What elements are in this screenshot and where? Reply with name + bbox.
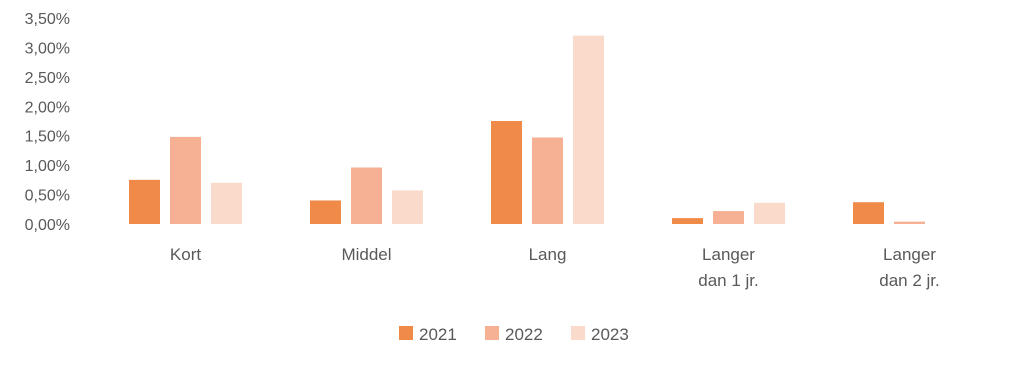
x-category-label-line: Lang bbox=[529, 245, 567, 264]
legend-swatch-2023 bbox=[571, 326, 585, 340]
legend-swatch-2021 bbox=[399, 326, 413, 340]
bar-2023-1 bbox=[392, 190, 423, 224]
bar-2023-3 bbox=[754, 202, 785, 224]
bar-2021-3 bbox=[672, 218, 703, 224]
x-category-label-line: Middel bbox=[341, 245, 391, 264]
bar-2022-1 bbox=[351, 167, 382, 224]
x-category-label: Kort bbox=[170, 245, 201, 264]
x-axis: Kort Middel Lang Langer dan 1 jr. Langer dan 2… bbox=[170, 245, 940, 290]
x-category-label: Lang bbox=[529, 245, 567, 264]
bar-2023-0 bbox=[211, 182, 242, 224]
x-category-label-line: Kort bbox=[170, 245, 201, 264]
legend-label: 2022 bbox=[505, 325, 543, 344]
bar-2022-4 bbox=[894, 221, 925, 224]
bar-2021-2 bbox=[491, 121, 522, 224]
y-tick-label: 0,00% bbox=[25, 217, 70, 234]
bar-2022-0 bbox=[170, 136, 201, 224]
y-tick-label: 3,00% bbox=[25, 40, 70, 57]
y-tick-label: 3,50% bbox=[25, 11, 70, 28]
bar-2021-0 bbox=[129, 179, 160, 224]
x-category-label: Langer dan 1 jr. bbox=[698, 245, 759, 290]
x-category-label-line: dan 2 jr. bbox=[879, 271, 940, 290]
x-category-label-line: dan 1 jr. bbox=[698, 271, 759, 290]
x-category-label: Langer dan 2 jr. bbox=[879, 245, 940, 290]
y-tick-label: 2,50% bbox=[25, 70, 70, 87]
bar-2023-2 bbox=[573, 35, 604, 225]
bar-2022-3 bbox=[713, 211, 744, 224]
y-tick-label: 0,50% bbox=[25, 188, 70, 205]
legend: 2021 2022 2023 bbox=[399, 325, 629, 344]
legend-label: 2021 bbox=[419, 325, 457, 344]
x-category-label-line: Langer bbox=[883, 245, 936, 264]
y-tick-label: 2,00% bbox=[25, 99, 70, 116]
y-axis: 0,00% 0,50% 1,00% 1,50% 2,00% 2,50% 3,00% 3,50% bbox=[25, 11, 70, 234]
bar-2021-4 bbox=[853, 202, 884, 224]
legend-swatch-2022 bbox=[485, 326, 499, 340]
y-tick-label: 1,50% bbox=[25, 129, 70, 146]
legend-label: 2023 bbox=[591, 325, 629, 344]
x-category-label: Middel bbox=[341, 245, 391, 264]
bar-2022-2 bbox=[532, 137, 563, 224]
x-category-label-line: Langer bbox=[702, 245, 755, 264]
y-tick-label: 1,00% bbox=[25, 158, 70, 175]
bars bbox=[129, 35, 925, 225]
bar-2021-1 bbox=[310, 200, 341, 224]
